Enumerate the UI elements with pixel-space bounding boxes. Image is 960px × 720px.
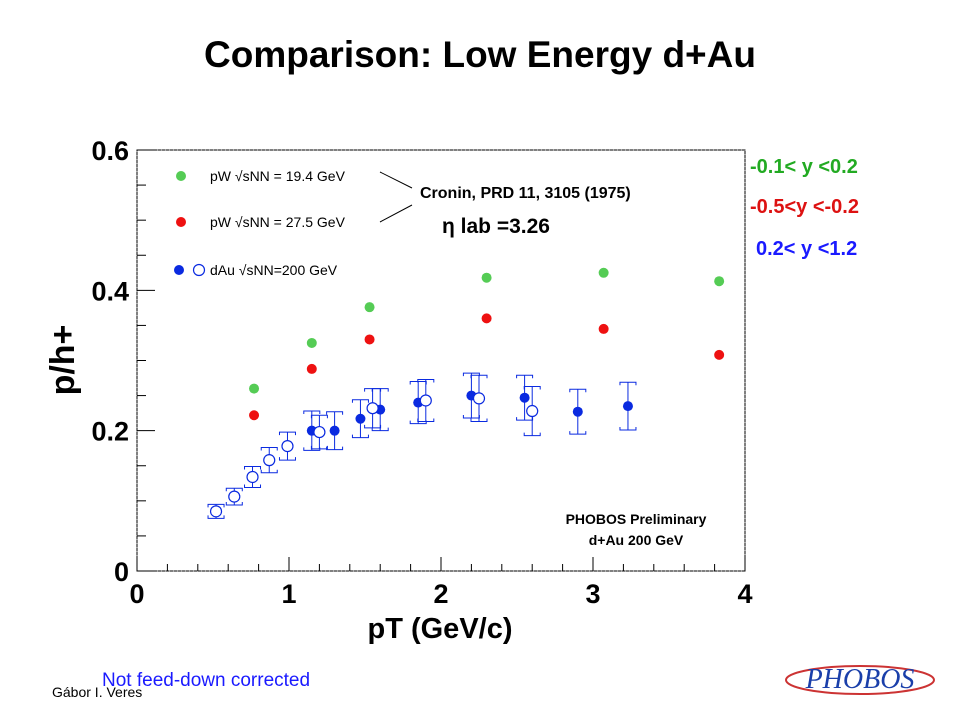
data-point	[249, 410, 260, 421]
phobos-logo: PHOBOS	[785, 664, 935, 695]
x-tick-label: 3	[585, 579, 600, 609]
data-points	[207, 267, 725, 519]
systematic-bracket	[225, 487, 243, 506]
data-point	[481, 272, 492, 283]
data-point-open	[263, 454, 276, 467]
x-tick-label: 0	[129, 579, 144, 609]
data-point	[481, 313, 492, 324]
data-point-open	[419, 394, 432, 407]
data-point	[355, 413, 366, 424]
data-point-open	[281, 440, 294, 453]
data-point	[598, 267, 609, 278]
legend-label: dAu √sNN=200 GeV	[210, 262, 338, 278]
data-point	[364, 302, 375, 313]
systematic-bracket	[207, 503, 225, 519]
data-point	[249, 383, 260, 394]
y-tick-label: 0.6	[91, 136, 129, 166]
legend-marker	[174, 265, 184, 275]
preliminary-label: PHOBOS Preliminary	[566, 511, 707, 527]
systematic-bracket	[470, 374, 488, 423]
data-point	[714, 349, 725, 360]
data-point-open	[526, 404, 539, 418]
legend-bracket	[379, 171, 413, 223]
legend-marker	[176, 171, 186, 181]
rapidity-label-blue: 0.2< y <1.2	[756, 238, 858, 260]
legend-marker-open	[192, 263, 206, 277]
data-point-open	[472, 392, 486, 405]
slide-title: Comparison: Low Energy d+Au	[204, 34, 756, 75]
rapidity-label-red: -0.5<y <-0.2	[750, 196, 859, 218]
x-tick-label: 2	[433, 579, 448, 609]
data-point	[306, 337, 317, 348]
reference-citation: Cronin, PRD 11, 3105 (1975)	[420, 185, 631, 202]
legend-marker	[176, 217, 186, 227]
data-point	[572, 406, 583, 417]
data-point	[598, 323, 609, 334]
data-point-open	[209, 505, 223, 518]
data-point	[306, 363, 317, 374]
feed-down-note: Not feed-down corrected	[102, 670, 311, 691]
author-name: Gábor I. Veres	[52, 684, 143, 700]
data-point	[622, 401, 633, 412]
systematic-bracket	[326, 411, 344, 451]
rapidity-label-green: -0.1< y <0.2	[750, 156, 858, 178]
axis-ticks: 0 1 2 3 4 0 0.2 0.4 0.6 pT (GeV/c) p/h+	[44, 136, 753, 645]
systematic-bracket	[244, 465, 262, 489]
legend-label: pW √sNN = 19.4 GeV	[210, 168, 346, 184]
y-tick-label: 0.4	[91, 276, 129, 306]
y-axis-title: p/h+	[44, 325, 82, 396]
eta-lab-label: η lab =3.26	[442, 215, 550, 238]
systematic-bracket	[260, 447, 278, 474]
systematic-bracket	[569, 388, 587, 435]
x-axis-title: pT (GeV/c)	[367, 613, 512, 645]
systematic-bracket	[310, 414, 328, 450]
systematic-bracket	[278, 431, 296, 461]
y-tick-label: 0	[114, 557, 129, 587]
data-point-open	[246, 470, 259, 484]
x-tick-label: 4	[737, 579, 752, 609]
system-label: d+Au 200 GeV	[589, 532, 684, 548]
x-tick-label: 1	[281, 579, 296, 609]
data-point	[364, 334, 375, 345]
legend-label: pW √sNN = 27.5 GeV	[210, 214, 346, 230]
annotations: Cronin, PRD 11, 3105 (1975) η lab =3.26 PH…	[420, 185, 707, 548]
legend: pW √sNN = 19.4 GeV pW √sNN = 27.5 GeV dAu …	[174, 168, 413, 278]
data-point	[519, 392, 530, 403]
logo-text: PHOBOS	[805, 664, 915, 695]
systematic-bracket	[351, 399, 369, 439]
systematic-bracket	[523, 385, 541, 437]
data-point	[329, 425, 340, 436]
data-point-open	[366, 402, 379, 415]
systematic-bracket	[619, 381, 637, 431]
data-point-open	[313, 425, 326, 439]
y-tick-label: 0.2	[91, 417, 129, 447]
systematic-bracket	[417, 378, 435, 423]
data-point	[714, 276, 725, 287]
systematic-bracket	[364, 388, 382, 429]
data-point-open	[228, 490, 241, 503]
